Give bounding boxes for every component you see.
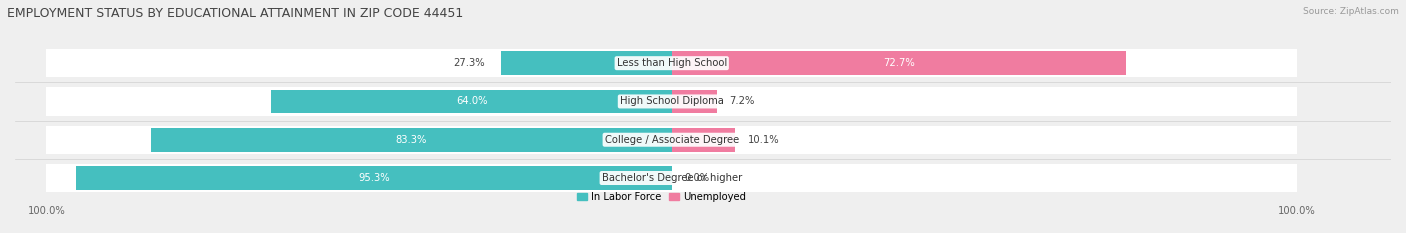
Text: 27.3%: 27.3%	[454, 58, 485, 68]
Text: Bachelor's Degree or higher: Bachelor's Degree or higher	[602, 173, 742, 183]
Legend: In Labor Force, Unemployed: In Labor Force, Unemployed	[574, 188, 751, 206]
Text: EMPLOYMENT STATUS BY EDUCATIONAL ATTAINMENT IN ZIP CODE 44451: EMPLOYMENT STATUS BY EDUCATIONAL ATTAINM…	[7, 7, 464, 20]
Bar	[672, 128, 735, 152]
Text: 10.1%: 10.1%	[748, 135, 779, 145]
Text: Less than High School: Less than High School	[617, 58, 727, 68]
Bar	[150, 128, 672, 152]
Bar	[271, 90, 672, 113]
Text: 95.3%: 95.3%	[359, 173, 389, 183]
Bar	[76, 166, 672, 190]
Text: 7.2%: 7.2%	[730, 96, 755, 106]
Text: Source: ZipAtlas.com: Source: ZipAtlas.com	[1303, 7, 1399, 16]
Bar	[46, 87, 1298, 116]
Text: 72.7%: 72.7%	[883, 58, 915, 68]
Text: 83.3%: 83.3%	[395, 135, 427, 145]
Text: College / Associate Degree: College / Associate Degree	[605, 135, 738, 145]
Bar	[672, 51, 1126, 75]
Text: 64.0%: 64.0%	[456, 96, 488, 106]
Bar	[46, 126, 1298, 154]
Bar	[46, 164, 1298, 192]
Bar	[501, 51, 672, 75]
Bar	[672, 90, 717, 113]
Bar	[46, 49, 1298, 77]
Text: 0.0%: 0.0%	[685, 173, 710, 183]
Text: High School Diploma: High School Diploma	[620, 96, 724, 106]
